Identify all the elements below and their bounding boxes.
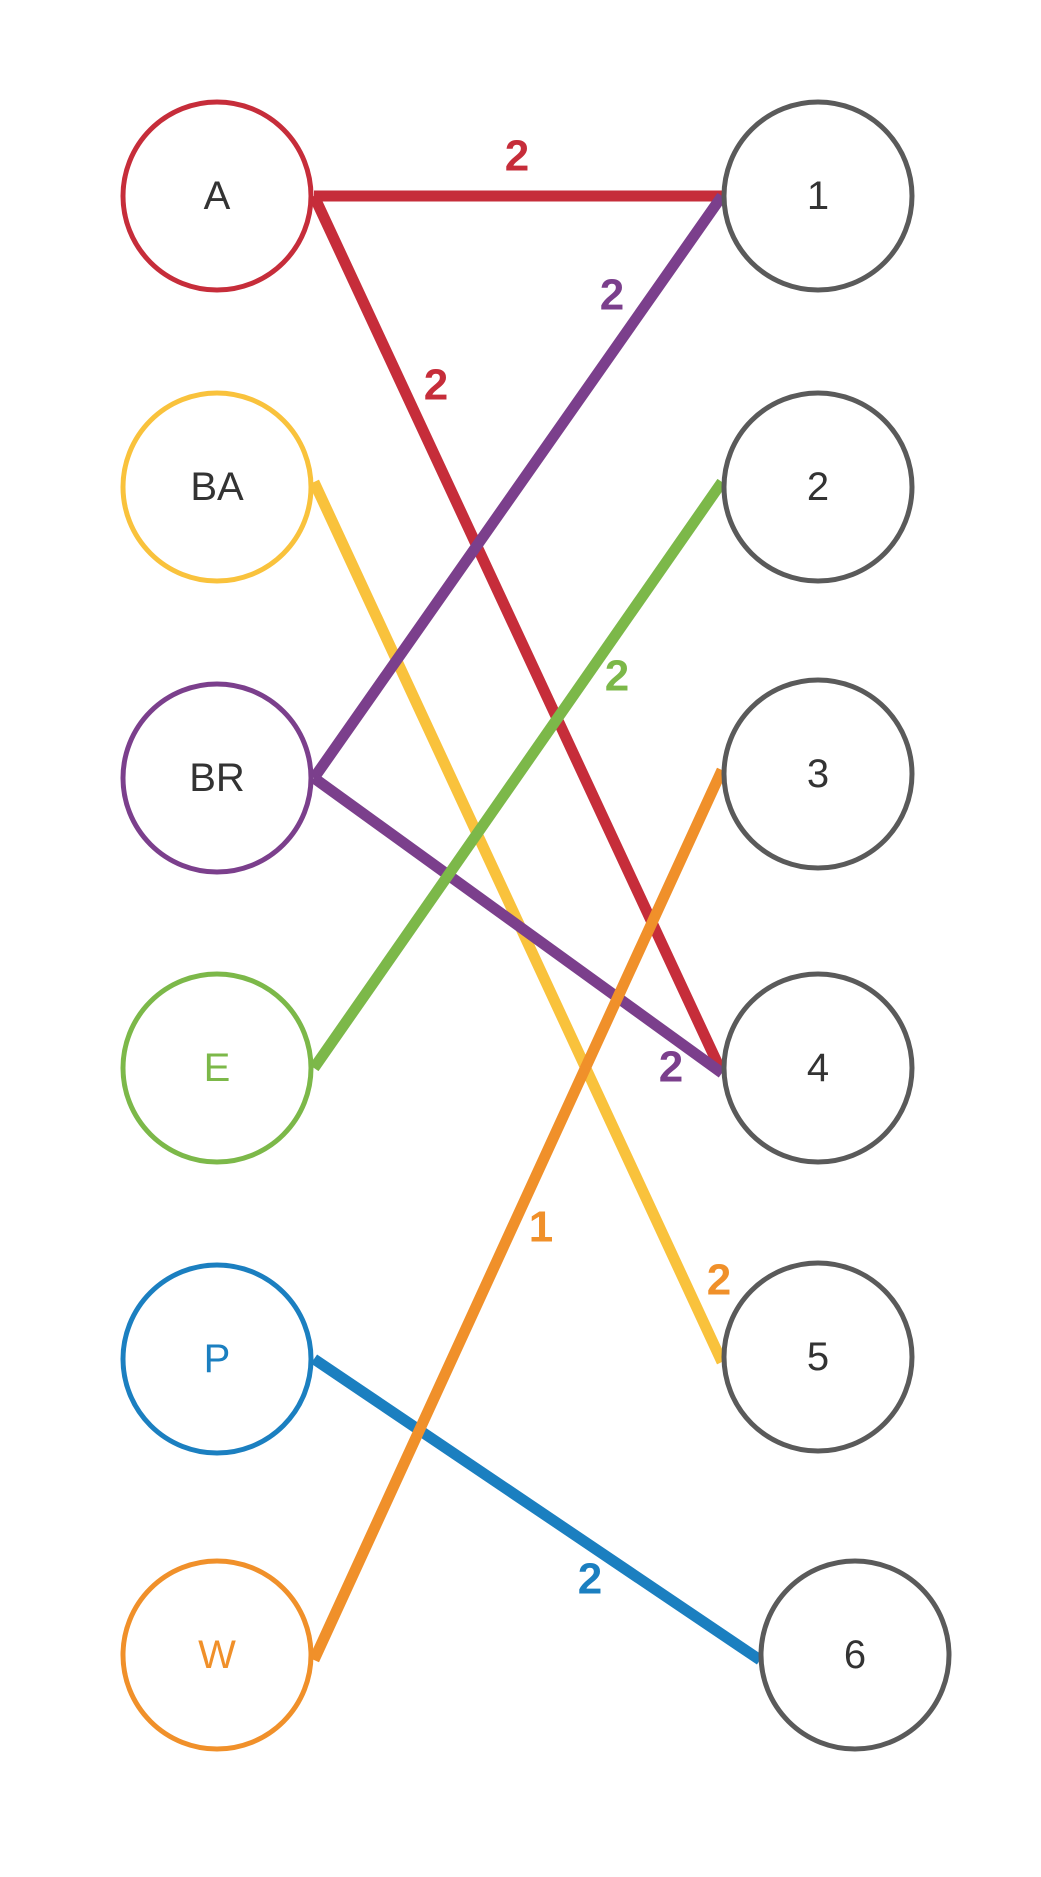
left-node-label: E [204,1046,231,1090]
left-node-circle [120,99,314,293]
edge-labels-layer: 2 2 2 2 2 2 2 1 [424,132,731,1604]
right-node-label: 5 [807,1335,829,1379]
right-node-1: 1 [721,99,915,293]
edge-label-a-1: 2 [505,132,529,181]
edge-p-6 [310,1354,764,1665]
edge-label-a-4: 2 [424,361,448,410]
left-node-circle [120,971,314,1165]
left-node-label: BR [189,756,245,800]
right-node-label: 4 [807,1046,829,1090]
left-node-circle [120,1262,314,1456]
right-node-3: 3 [721,677,915,871]
left-node-circle [120,1558,314,1752]
edge-label-p-6: 2 [578,1555,602,1604]
edge-label-e-2: 2 [605,652,629,701]
nodes-layer: A BA BR E P W 1 2 3 4 5 6 [120,99,952,1752]
right-node-circle [758,1558,952,1752]
edge-w-3 [309,767,727,1663]
edge-label-br-4: 2 [659,1043,683,1092]
left-node-label: BA [190,465,244,509]
right-node-6: 6 [758,1558,952,1752]
right-node-label: 6 [844,1633,866,1677]
left-node-w: W [120,1558,314,1752]
edge-br-4 [310,773,726,1078]
edge-br-1 [309,192,727,782]
left-node-a: A [120,99,314,293]
right-node-circle [721,1260,915,1454]
left-node-p: P [120,1262,314,1456]
edge-label-w-3: 1 [529,1203,553,1252]
left-node-label: W [198,1633,236,1677]
left-node-ba: BA [120,390,314,584]
left-node-label: P [204,1337,231,1381]
edges-layer [309,190,764,1665]
edge-label-br-1: 2 [600,271,624,320]
right-node-4: 4 [721,971,915,1165]
right-node-circle [721,99,915,293]
right-node-label: 2 [807,465,829,509]
right-node-circle [721,677,915,871]
right-node-label: 1 [807,174,829,218]
right-node-2: 2 [721,390,915,584]
left-node-e: E [120,971,314,1165]
right-node-5: 5 [721,1260,915,1454]
edge-e-2 [309,478,727,1072]
left-node-circle [120,390,314,584]
edge-label-ba-5: 2 [707,1256,731,1305]
left-node-label: A [204,174,231,218]
left-node-br: BR [120,681,314,875]
right-node-label: 3 [807,752,829,796]
left-node-circle [120,681,314,875]
right-node-circle [721,971,915,1165]
edge-a-4 [309,193,727,1076]
right-node-circle [721,390,915,584]
